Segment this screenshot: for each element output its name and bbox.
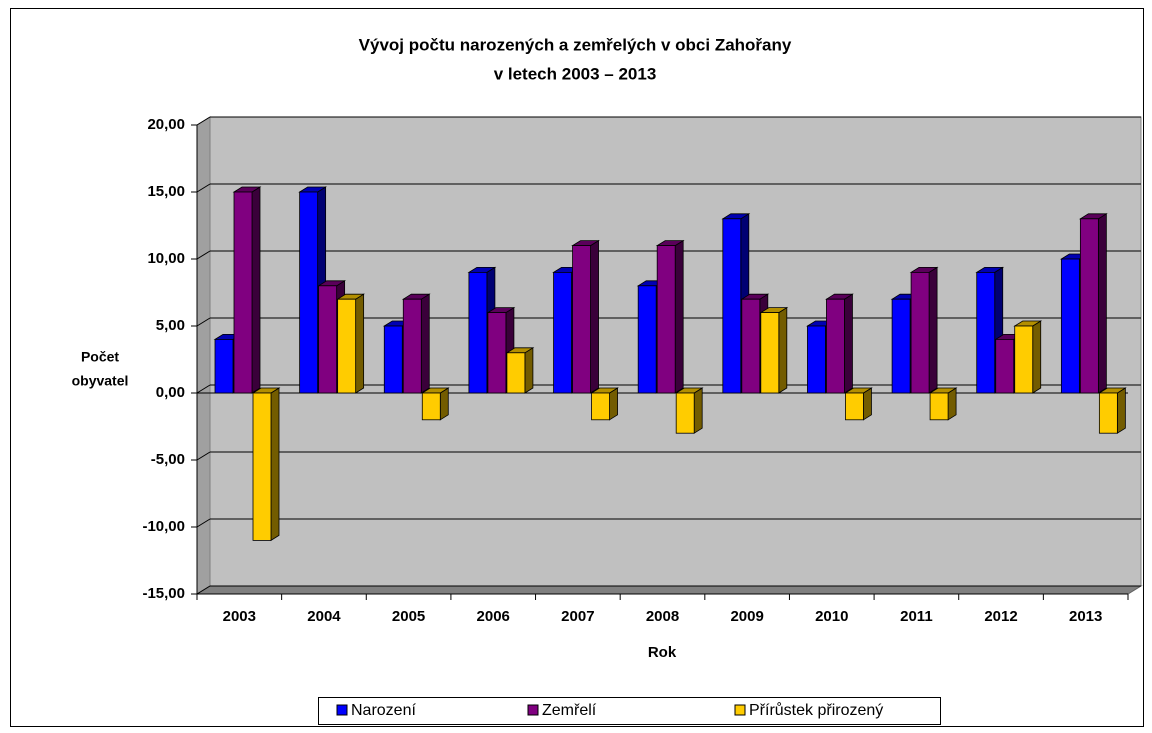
x-tick-label: 2011 xyxy=(900,608,933,625)
bar xyxy=(807,325,826,394)
x-tick-label: 2013 xyxy=(1069,608,1102,625)
bar-side xyxy=(693,387,703,434)
legend-label: Zemřelí xyxy=(542,702,597,719)
bar xyxy=(845,392,864,421)
x-axis-label: Rok xyxy=(648,644,677,661)
legend xyxy=(318,697,941,725)
grid-line xyxy=(196,116,211,126)
y-axis-label: Počet xyxy=(81,349,119,365)
bar-side xyxy=(355,293,365,394)
bar-side xyxy=(251,186,261,394)
bar xyxy=(487,312,507,394)
legend-swatch xyxy=(336,704,348,716)
bar-side xyxy=(524,347,534,394)
bar xyxy=(760,312,780,394)
grid-line xyxy=(196,250,211,260)
grid-line xyxy=(196,585,211,595)
x-tick-label: 2008 xyxy=(646,608,679,625)
bar xyxy=(722,218,742,394)
grid-line xyxy=(196,317,211,327)
bar xyxy=(591,392,610,421)
y-tick-label: 0,00 xyxy=(156,384,185,401)
x-tick-label: 2012 xyxy=(984,608,1017,625)
bar xyxy=(910,271,930,394)
bar-side xyxy=(928,266,938,394)
bar-side xyxy=(439,387,449,421)
bar xyxy=(637,285,657,394)
x-tick-label: 2009 xyxy=(730,608,763,625)
y-tick-label: 15,00 xyxy=(147,183,185,200)
bar xyxy=(741,298,761,394)
x-tick-label: 2006 xyxy=(477,608,510,625)
x-tick-label: 2010 xyxy=(815,608,848,625)
bar-side xyxy=(609,387,618,421)
bar-side xyxy=(1032,320,1042,394)
legend-label: Přírůstek přirozený xyxy=(749,701,883,719)
bar xyxy=(402,298,422,394)
floor xyxy=(195,585,1143,595)
legend-swatch xyxy=(527,704,539,716)
chart-subtitle: v letech 2003 – 2013 xyxy=(494,64,657,83)
x-tick-label: 2003 xyxy=(223,608,256,625)
bar-side xyxy=(1097,213,1107,394)
y-tick-label: -5,00 xyxy=(151,451,185,468)
bar xyxy=(929,392,949,421)
bar xyxy=(656,245,676,394)
bar xyxy=(299,191,319,394)
bar xyxy=(891,298,911,394)
bar xyxy=(1014,325,1034,394)
bar-side xyxy=(1116,387,1126,434)
bar xyxy=(1079,218,1099,394)
bar xyxy=(252,392,272,541)
grid-line xyxy=(196,518,211,528)
y-tick-label: -15,00 xyxy=(142,585,185,602)
bar-side xyxy=(674,239,684,394)
bar xyxy=(675,392,695,434)
y-axis-label: obyvatel xyxy=(72,373,129,389)
bar xyxy=(318,285,338,394)
bar xyxy=(995,338,1015,394)
x-tick-label: 2007 xyxy=(561,608,594,625)
bar xyxy=(421,392,441,421)
bar xyxy=(337,298,357,394)
bar xyxy=(468,271,488,394)
bar-side xyxy=(947,387,957,421)
bar-side xyxy=(420,293,430,394)
bar xyxy=(553,271,572,394)
y-tick-label: 10,00 xyxy=(147,250,185,267)
y-tick-label: 20,00 xyxy=(147,116,185,133)
grid-line xyxy=(196,384,211,394)
bar xyxy=(976,271,996,394)
grid-line xyxy=(196,183,211,193)
bar-side xyxy=(778,306,788,394)
bar xyxy=(383,325,403,394)
x-tick-label: 2004 xyxy=(307,608,341,625)
legend-swatch xyxy=(734,704,746,716)
x-tick-label: 2005 xyxy=(392,608,425,625)
grid-line xyxy=(196,451,211,461)
bar xyxy=(233,191,253,394)
bar xyxy=(572,245,591,394)
bar-side xyxy=(844,293,853,394)
bar-side xyxy=(863,387,872,421)
bar-side xyxy=(270,387,280,542)
y-tick-label: 5,00 xyxy=(156,317,185,334)
chart-title: Vývoj počtu narozených a zemřelých v obc… xyxy=(359,35,792,54)
bar xyxy=(506,352,526,394)
bar xyxy=(1098,392,1118,434)
bar xyxy=(826,298,845,394)
bar xyxy=(1060,258,1080,394)
bar xyxy=(214,338,234,394)
legend-label: Narození xyxy=(351,702,416,719)
bar-side xyxy=(590,239,599,394)
y-tick-label: -10,00 xyxy=(142,518,185,535)
